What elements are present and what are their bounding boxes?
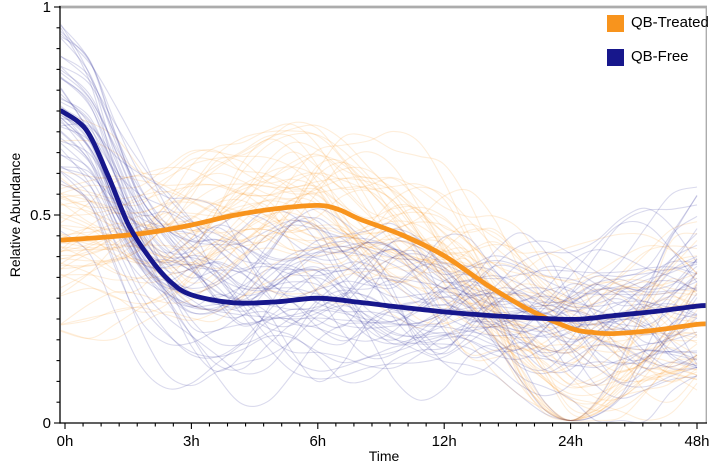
qb-free-trace (60, 183, 698, 364)
qb-treated-trace (60, 197, 698, 385)
qb-treated-trace (60, 172, 698, 397)
qb-free-trace (60, 25, 698, 344)
qb-treated-trace (60, 200, 698, 422)
ticks (54, 6, 698, 429)
qb-treated-trace (60, 130, 698, 422)
qb-treated-trace (60, 141, 698, 308)
qb-free-trace (60, 77, 698, 384)
qb-treated-trace (60, 184, 698, 281)
qb-treated-trace (60, 189, 698, 308)
qb-treated-swatch (607, 14, 624, 32)
qb-free-trace (60, 66, 698, 319)
qb-treated-trace (60, 138, 698, 373)
qb-free-trace (60, 140, 698, 351)
qb-treated-trace (60, 211, 698, 389)
qb-treated-trace (60, 202, 698, 391)
qb-free-trace (60, 148, 698, 368)
y-tick-label: 1 (43, 0, 51, 16)
qb-treated-trace (60, 130, 698, 367)
qb-free-swatch (607, 48, 624, 66)
qb-free-trace (60, 97, 698, 422)
qb-treated-trace (60, 220, 698, 422)
qb-free-trace (60, 111, 698, 317)
qb-treated-trace (60, 175, 698, 374)
x-tick-label: 12h (432, 433, 457, 450)
qb-free-mean-line (60, 108, 706, 322)
qb-treated-trace (60, 155, 698, 305)
qb-free-trace (60, 65, 698, 422)
qb-treated-trace (60, 234, 698, 422)
qb-free-trace (60, 137, 698, 354)
qb-free-trace (60, 171, 698, 346)
qb-free-trace (60, 121, 698, 311)
qb-treated-trace (60, 139, 698, 323)
y-tick-label: 0 (43, 415, 51, 432)
qb-free-trace (60, 77, 698, 332)
qb-treated-trace (60, 151, 698, 401)
qb-free-trace (60, 27, 698, 374)
qb-treated-trace (60, 133, 698, 313)
qb-free-trace (60, 107, 698, 342)
legend-item-qb-free: QB-Free (607, 48, 709, 66)
qb-treated-trace (60, 121, 698, 354)
y-tick-label: 0.5 (30, 207, 51, 224)
qb-free-trace (60, 166, 698, 370)
qb-free-trace (60, 119, 698, 369)
qb-treated-trace (60, 195, 698, 422)
qb-treated-trace (60, 198, 698, 386)
x-tick-label: 6h (309, 433, 326, 450)
qb-free-trace (60, 69, 698, 422)
qb-free-trace (60, 33, 698, 386)
qb-free-trace (60, 126, 698, 356)
qb-treated-trace (60, 204, 698, 415)
qb-treated-trace (60, 177, 698, 329)
qb-free-trace (60, 55, 698, 338)
qb-treated-trace (60, 215, 698, 305)
x-tick-label: 24h (558, 433, 583, 450)
legend-item-qb-treated: QB-Treated (607, 14, 709, 32)
y-axis-title: Relative Abundance (7, 152, 23, 278)
x-tick-label: 0h (57, 433, 74, 450)
x-axis-title: Time (368, 448, 400, 464)
qb-free-trace (60, 166, 698, 362)
qb-treated-trace (60, 166, 698, 310)
legend-label-qb-free: QB-Free (631, 48, 689, 65)
x-tick-label: 3h (183, 433, 200, 450)
qb-treated-trace (60, 113, 698, 356)
qb-free-trace (60, 31, 698, 342)
x-tick-label: 48h (684, 433, 709, 450)
qb-treated-trace (60, 151, 698, 403)
qb-free-trace (60, 180, 698, 387)
qb-free-trace (60, 117, 698, 380)
qb-treated-trace (60, 124, 698, 380)
qb-treated-trace (60, 175, 698, 422)
qb-treated-trace (60, 123, 698, 364)
qb-free-trace (60, 101, 698, 366)
qb-treated-trace (60, 132, 698, 340)
qb-treated-trace (60, 157, 698, 422)
qb-free-trace (60, 230, 698, 390)
qb-free-trace (60, 105, 698, 367)
qb-free-trace (60, 170, 698, 354)
qb-treated-trace (60, 184, 698, 405)
qb-free-trace (60, 109, 698, 360)
qb-treated-trace (60, 161, 698, 422)
qb-free-trace (60, 117, 698, 383)
qb-treated-trace (60, 166, 698, 421)
qb-free-trace (60, 114, 698, 360)
qb-free-trace (60, 87, 698, 399)
legend: QB-Treated QB-Free (607, 14, 709, 82)
qb-free-trace (60, 117, 698, 408)
qb-treated-trace (60, 206, 698, 286)
qb-treated-trace (60, 153, 698, 375)
qb-treated-mean-line (60, 202, 706, 337)
qb-treated-trace (60, 238, 698, 343)
qb-treated-trace (60, 193, 698, 418)
legend-label-qb-treated: QB-Treated (631, 14, 709, 31)
qb-treated-trace (60, 172, 698, 352)
qb-treated-trace (60, 158, 698, 388)
qb-treated-trace (60, 201, 698, 352)
